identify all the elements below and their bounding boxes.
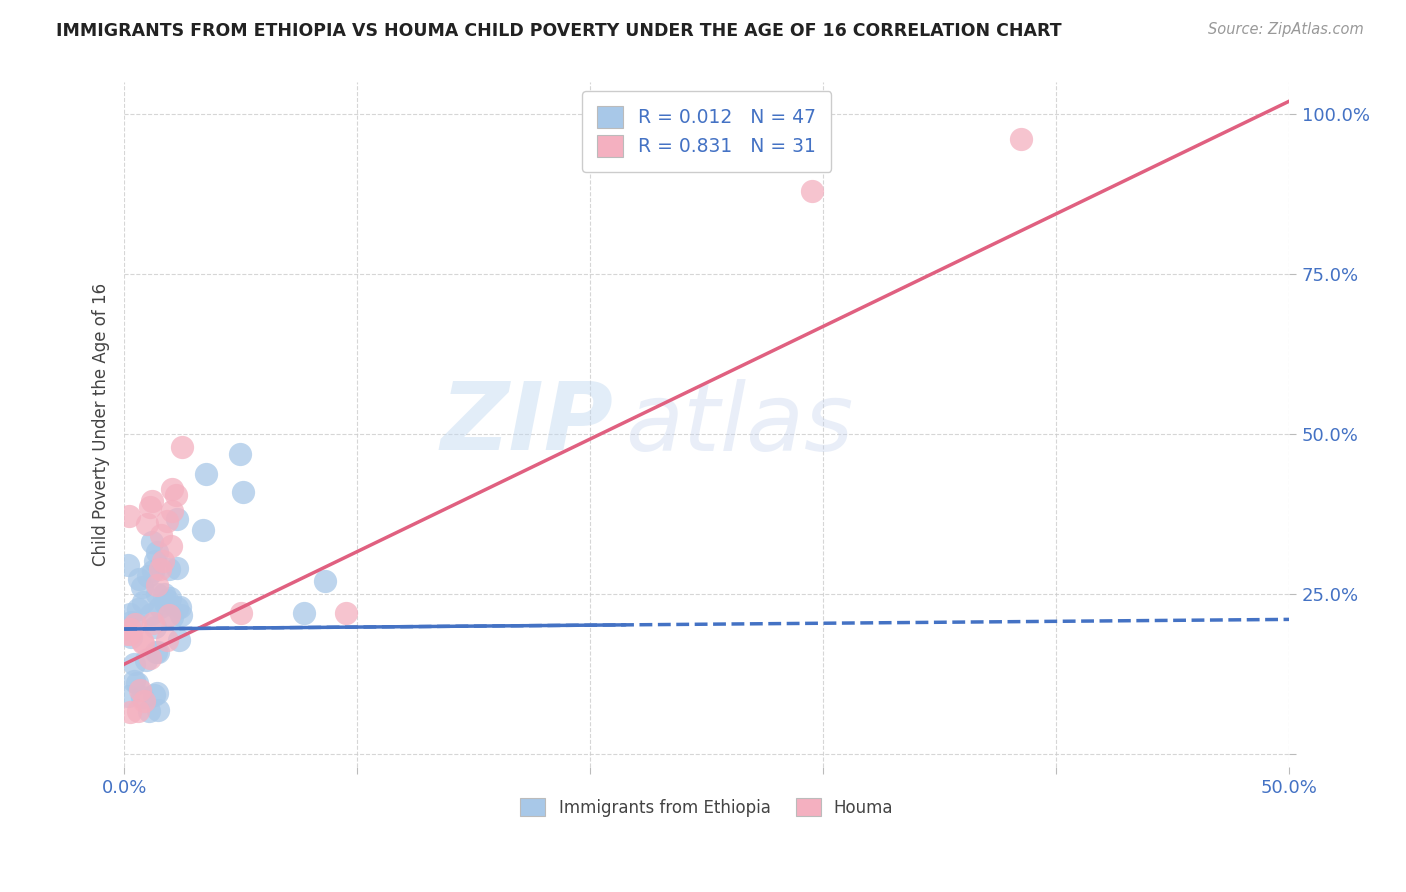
Point <box>229 606 252 620</box>
Point <box>120 627 142 641</box>
Point <box>146 578 169 592</box>
Point <box>136 569 159 583</box>
Point <box>1010 132 1032 146</box>
Point <box>160 609 183 624</box>
Point <box>120 607 142 622</box>
Point <box>120 615 142 629</box>
Point <box>124 617 146 632</box>
Point <box>149 600 172 615</box>
Point <box>160 503 183 517</box>
Text: ZIP: ZIP <box>440 378 613 470</box>
Point <box>166 512 188 526</box>
Point <box>146 587 169 601</box>
Point <box>143 620 166 634</box>
Text: IMMIGRANTS FROM ETHIOPIA VS HOUMA CHILD POVERTY UNDER THE AGE OF 16 CORRELATION : IMMIGRANTS FROM ETHIOPIA VS HOUMA CHILD … <box>56 22 1062 40</box>
Point <box>127 704 149 718</box>
Point <box>125 676 148 690</box>
Point <box>153 587 176 601</box>
Point <box>141 535 163 549</box>
Point <box>152 554 174 568</box>
Point <box>169 599 191 614</box>
Point <box>115 627 138 641</box>
Point <box>314 574 336 588</box>
Point <box>131 690 153 704</box>
Point <box>134 693 156 707</box>
Point <box>131 595 153 609</box>
Point <box>139 500 162 515</box>
Point <box>195 467 218 481</box>
Point <box>162 483 184 497</box>
Y-axis label: Child Poverty Under the Age of 16: Child Poverty Under the Age of 16 <box>93 283 110 566</box>
Point <box>135 653 157 667</box>
Legend: Immigrants from Ethiopia, Houma: Immigrants from Ethiopia, Houma <box>513 791 900 823</box>
Point <box>156 633 179 648</box>
Point <box>143 688 166 702</box>
Point <box>117 558 139 572</box>
Point <box>129 683 152 698</box>
Point <box>166 601 188 615</box>
Point <box>132 636 155 650</box>
Point <box>156 515 179 529</box>
Point <box>141 494 163 508</box>
Point <box>145 544 167 558</box>
Point <box>335 606 357 620</box>
Point <box>131 634 153 648</box>
Point <box>153 596 176 610</box>
Point <box>139 607 162 622</box>
Point <box>135 516 157 531</box>
Point <box>167 632 190 647</box>
Point <box>170 607 193 622</box>
Point <box>149 528 172 542</box>
Point <box>142 564 165 578</box>
Text: atlas: atlas <box>626 379 853 470</box>
Point <box>191 524 214 538</box>
Point <box>229 447 252 461</box>
Text: Source: ZipAtlas.com: Source: ZipAtlas.com <box>1208 22 1364 37</box>
Point <box>142 615 165 630</box>
Point <box>157 608 180 623</box>
Point <box>292 606 315 620</box>
Point <box>232 485 254 500</box>
Point <box>128 572 150 586</box>
Point <box>146 645 169 659</box>
Point <box>131 580 153 594</box>
Point <box>139 651 162 665</box>
Point <box>143 554 166 568</box>
Point <box>160 539 183 553</box>
Point <box>120 630 142 644</box>
Point <box>127 601 149 615</box>
Point <box>118 508 141 523</box>
Point <box>122 674 145 689</box>
Point <box>118 622 141 636</box>
Point <box>166 560 188 574</box>
Point <box>159 591 181 606</box>
Point <box>117 689 139 703</box>
Point <box>122 657 145 671</box>
Point <box>138 704 160 718</box>
Point <box>157 562 180 576</box>
Point <box>172 440 194 454</box>
Point <box>149 562 172 576</box>
Point <box>165 488 187 502</box>
Point <box>146 686 169 700</box>
Point <box>156 593 179 607</box>
Point <box>146 703 169 717</box>
Point <box>145 645 167 659</box>
Point <box>120 705 142 719</box>
Point <box>800 184 823 198</box>
